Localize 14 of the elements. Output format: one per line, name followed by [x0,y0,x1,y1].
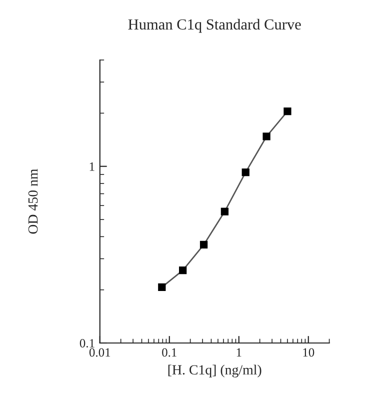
x-tick-label: 10 [303,348,314,357]
point [284,107,292,116]
point [242,168,250,176]
x-tick-label: 0.01 [89,348,110,357]
point [178,266,187,274]
point [158,283,166,292]
x-tick-label: 0.1 [162,348,176,357]
x-tick-label: 1 [236,348,242,357]
point [200,240,208,249]
point [220,208,229,216]
point [262,132,270,140]
chart-title: Human C1q Standard Curve [128,18,301,33]
x-axis-title: [H. C1q] (ng/ml) [168,364,262,378]
y-axis-title: OD 450 nm [28,168,38,234]
